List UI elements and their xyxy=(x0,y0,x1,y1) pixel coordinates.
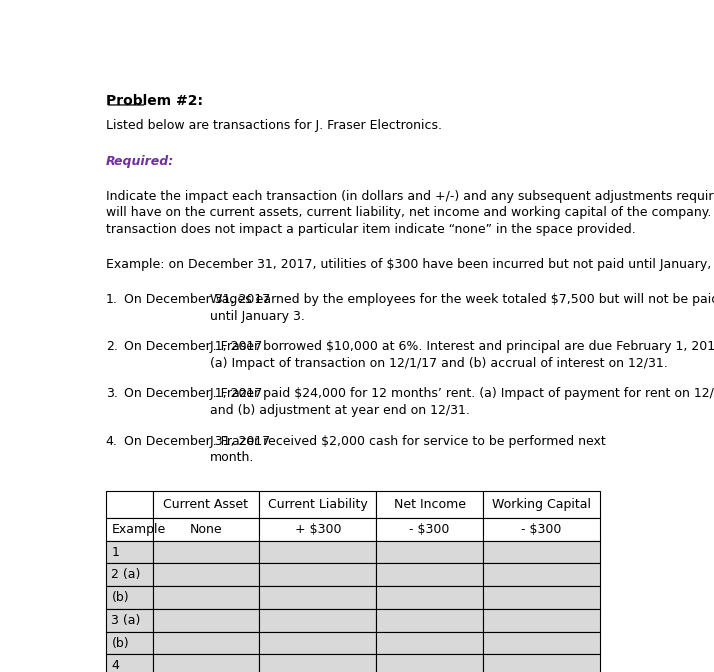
Bar xyxy=(376,563,483,586)
Bar xyxy=(106,491,153,518)
Text: 2 (a): 2 (a) xyxy=(111,569,141,581)
Text: Working Capital: Working Capital xyxy=(492,498,591,511)
Bar xyxy=(259,632,376,655)
Text: Listed below are transactions for J. Fraser Electronics.: Listed below are transactions for J. Fra… xyxy=(106,120,442,132)
Text: will have on the current assets, current liability, net income and working capit: will have on the current assets, current… xyxy=(106,206,714,219)
Bar xyxy=(376,609,483,632)
Bar xyxy=(259,491,376,518)
Text: J. Fraser borrowed $10,000 at 6%. Interest and principal are due February 1, 201: J. Fraser borrowed $10,000 at 6%. Intere… xyxy=(210,341,714,353)
Text: On December 31, 2017: On December 31, 2017 xyxy=(124,435,271,448)
Bar xyxy=(376,632,483,655)
Bar xyxy=(376,541,483,563)
Text: month.: month. xyxy=(210,451,254,464)
Text: None: None xyxy=(190,523,222,536)
Bar xyxy=(259,518,376,541)
Text: 4: 4 xyxy=(111,659,119,672)
Text: (a) Impact of transaction on 12/1/17 and (b) accrual of interest on 12/31.: (a) Impact of transaction on 12/1/17 and… xyxy=(210,357,668,370)
Text: Indicate the impact each transaction (in dollars and +/-) and any subsequent adj: Indicate the impact each transaction (in… xyxy=(106,190,714,203)
Bar xyxy=(153,541,259,563)
Bar xyxy=(106,609,153,632)
Bar xyxy=(483,541,600,563)
Bar xyxy=(106,563,153,586)
Text: until January 3.: until January 3. xyxy=(210,310,305,323)
Text: (b): (b) xyxy=(111,591,129,604)
Bar xyxy=(106,586,153,609)
Bar xyxy=(106,655,153,672)
Bar xyxy=(106,518,153,541)
Bar xyxy=(483,609,600,632)
Bar xyxy=(483,632,600,655)
Bar xyxy=(259,541,376,563)
Text: + $300: + $300 xyxy=(295,523,341,536)
Bar xyxy=(376,491,483,518)
Text: On December 1, 2017: On December 1, 2017 xyxy=(124,388,263,401)
Bar xyxy=(376,518,483,541)
Text: transaction does not impact a particular item indicate “none” in the space provi: transaction does not impact a particular… xyxy=(106,223,635,236)
Bar xyxy=(106,632,153,655)
Text: Current Asset: Current Asset xyxy=(164,498,248,511)
Text: - $300: - $300 xyxy=(521,523,562,536)
Bar xyxy=(376,655,483,672)
Bar xyxy=(376,586,483,609)
Bar xyxy=(153,518,259,541)
Bar xyxy=(483,491,600,518)
Text: J. Frazer paid $24,000 for 12 months’ rent. (a) Impact of payment for rent on 12: J. Frazer paid $24,000 for 12 months’ re… xyxy=(210,388,714,401)
Text: Required:: Required: xyxy=(106,155,174,167)
Bar xyxy=(483,563,600,586)
Text: Wages earned by the employees for the week totaled $7,500 but will not be paid: Wages earned by the employees for the we… xyxy=(210,293,714,306)
Text: 3 (a): 3 (a) xyxy=(111,614,141,627)
Text: 1: 1 xyxy=(111,546,119,558)
Text: 1.: 1. xyxy=(106,293,118,306)
Text: Current Liability: Current Liability xyxy=(268,498,368,511)
Bar xyxy=(483,518,600,541)
Text: Example: on December 31, 2017, utilities of $300 have been incurred but not paid: Example: on December 31, 2017, utilities… xyxy=(106,258,714,271)
Text: 2.: 2. xyxy=(106,341,118,353)
Text: (b): (b) xyxy=(111,636,129,650)
Bar xyxy=(153,632,259,655)
Text: Net Income: Net Income xyxy=(393,498,466,511)
Text: 3.: 3. xyxy=(106,388,118,401)
Bar xyxy=(153,655,259,672)
Bar xyxy=(106,541,153,563)
Bar xyxy=(483,655,600,672)
Text: - $300: - $300 xyxy=(409,523,450,536)
Text: J. Frazer received $2,000 cash for service to be performed next: J. Frazer received $2,000 cash for servi… xyxy=(210,435,607,448)
Bar xyxy=(153,609,259,632)
Bar xyxy=(153,563,259,586)
Text: On December 31, 2017: On December 31, 2017 xyxy=(124,293,271,306)
Bar xyxy=(483,586,600,609)
Bar xyxy=(259,655,376,672)
Text: and (b) adjustment at year end on 12/31.: and (b) adjustment at year end on 12/31. xyxy=(210,404,470,417)
Text: 4.: 4. xyxy=(106,435,118,448)
Bar xyxy=(259,563,376,586)
Bar xyxy=(259,586,376,609)
Bar xyxy=(153,491,259,518)
Text: On December 1, 2017: On December 1, 2017 xyxy=(124,341,263,353)
Bar xyxy=(259,609,376,632)
Bar xyxy=(153,586,259,609)
Text: Example: Example xyxy=(111,523,166,536)
Text: Problem #2:: Problem #2: xyxy=(106,93,203,108)
